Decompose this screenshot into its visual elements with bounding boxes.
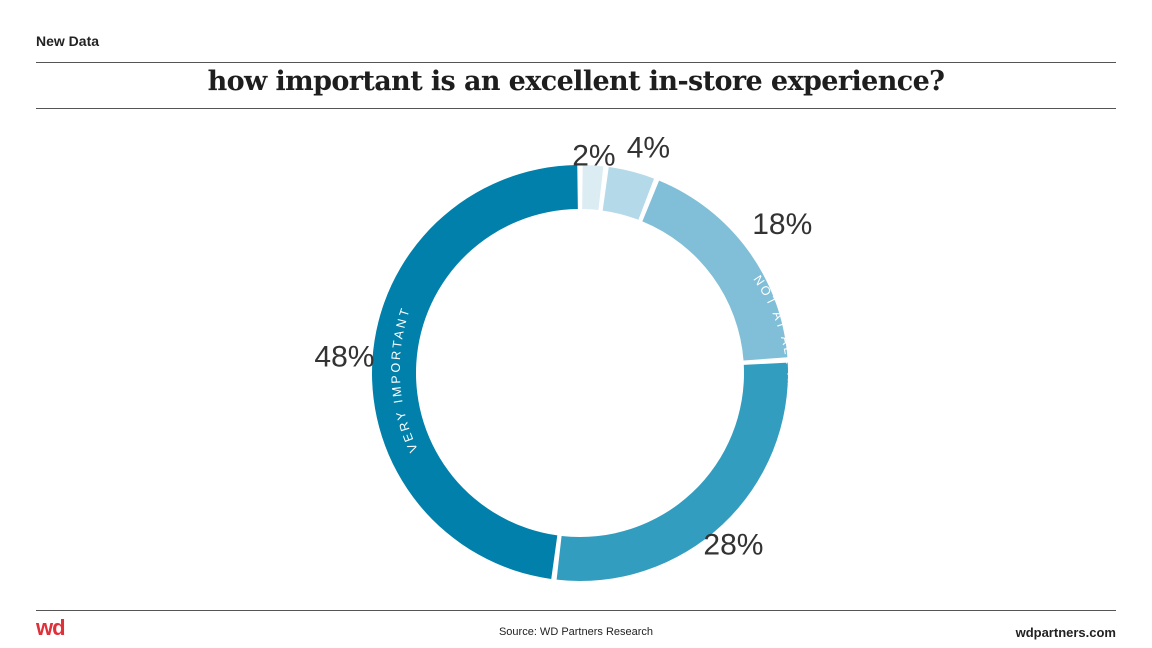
title-rule: [36, 108, 1116, 109]
donut-slice-1: [602, 166, 655, 220]
value-label-3: 28%: [703, 529, 763, 562]
donut-slice-4: [372, 165, 578, 580]
chart-title: how important is an excellent in-store e…: [207, 66, 945, 97]
value-label-1: 4%: [627, 131, 670, 164]
wd-logo: wd: [36, 615, 66, 640]
site-link[interactable]: wdpartners.com: [1015, 625, 1116, 640]
top-rule: [36, 62, 1116, 63]
bottom-rule: [36, 610, 1116, 611]
source-note: Source: WD Partners Research: [498, 626, 654, 638]
donut-slice-3: [556, 362, 788, 581]
value-label-4: 48%: [314, 340, 374, 373]
donut-slice-2: [642, 180, 788, 361]
kicker-label: New Data: [36, 33, 100, 49]
value-label-0: 2%: [572, 139, 615, 172]
value-label-2: 18%: [752, 208, 812, 241]
donut-slice-0: [582, 165, 604, 211]
